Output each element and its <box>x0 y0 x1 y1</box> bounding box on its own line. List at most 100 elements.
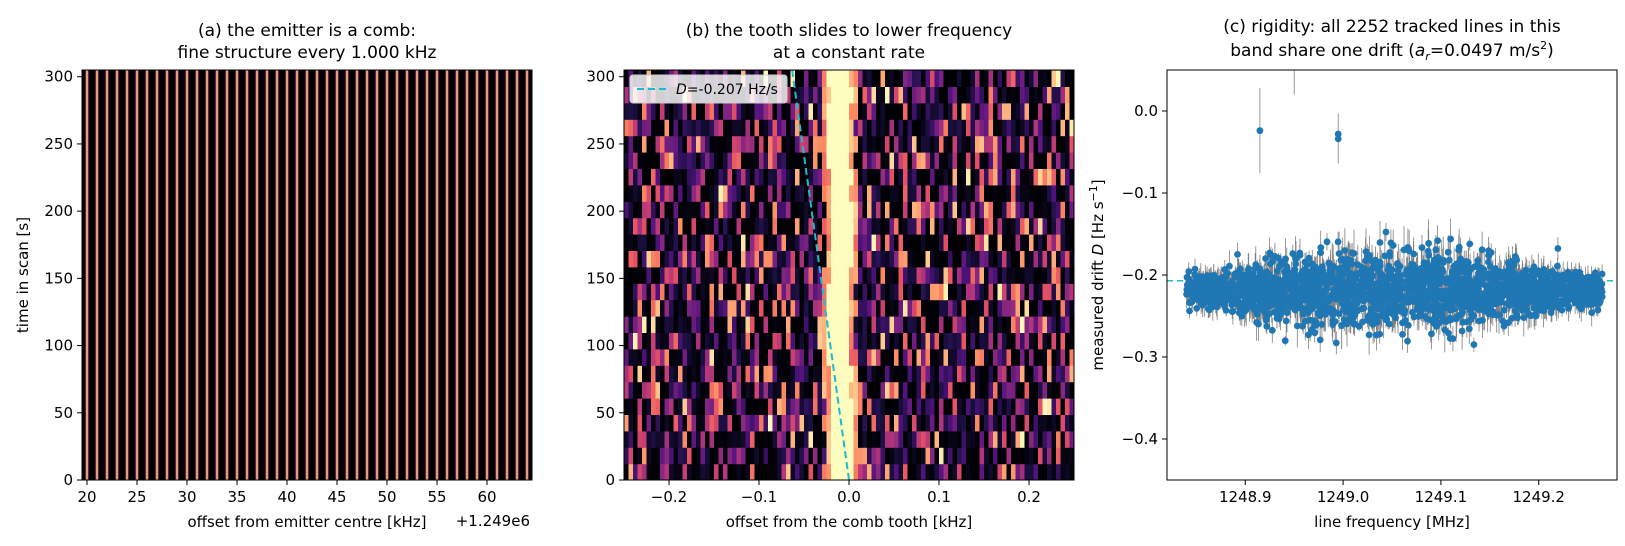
spectrogram-cell <box>1047 430 1053 448</box>
spectrogram-cell <box>894 316 900 333</box>
spectrogram-cell <box>673 234 679 251</box>
spectrogram-cell <box>835 299 841 317</box>
spectrogram-cell <box>682 430 688 448</box>
spectrogram-cell <box>651 447 657 465</box>
x-tick-label: −0.1 <box>741 488 777 506</box>
spectrogram-cell <box>1024 217 1030 235</box>
spectrogram-cell <box>741 201 747 219</box>
spectrogram-cell <box>790 250 796 268</box>
drift-point <box>1385 320 1393 328</box>
spectrogram-cell <box>835 168 841 186</box>
spectrogram-cell <box>912 414 918 432</box>
comb-tooth <box>316 70 318 480</box>
spectrogram-cell <box>727 348 733 366</box>
spectrogram-cell <box>736 102 742 120</box>
spectrogram-cell <box>777 398 783 415</box>
spectrogram-cell <box>651 102 657 120</box>
spectrogram-cell <box>1029 283 1035 301</box>
spectrogram-cell <box>817 332 823 350</box>
spectrogram-cell <box>709 463 715 480</box>
spectrogram-cell <box>772 250 778 268</box>
spectrogram-cell <box>777 316 783 333</box>
spectrogram-cell <box>669 201 675 219</box>
spectrogram-cell <box>1011 102 1017 120</box>
comb-tooth <box>206 70 208 480</box>
spectrogram-cell <box>961 398 967 415</box>
comb-tooth <box>156 70 158 480</box>
spectrogram-cell <box>835 70 841 87</box>
spectrogram-cell <box>655 430 661 448</box>
spectrogram-cell <box>799 398 805 415</box>
spectrogram-cell <box>943 86 949 104</box>
panel-b-legend-label: D=-0.207 Hz/s <box>676 82 778 98</box>
spectrogram-cell <box>921 283 927 301</box>
x-tick-label: −0.2 <box>651 488 687 506</box>
drift-point <box>1463 300 1470 308</box>
spectrogram-cell <box>1051 201 1057 219</box>
spectrogram-cell <box>727 234 733 251</box>
spectrogram-cell <box>894 102 900 120</box>
spectrogram-cell <box>817 430 823 448</box>
spectrogram-cell <box>1047 70 1053 87</box>
spectrogram-cell <box>894 119 900 137</box>
spectrogram-cell <box>894 299 900 317</box>
drift-point <box>1273 267 1281 275</box>
spectrogram-cell <box>714 414 720 432</box>
drift-point <box>1402 316 1409 324</box>
spectrogram-cell <box>853 86 859 104</box>
spectrogram-cell <box>934 365 940 383</box>
spectrogram-cell <box>840 430 846 448</box>
spectrogram-cell <box>930 119 936 137</box>
spectrogram-cell <box>1060 365 1066 383</box>
spectrogram-cell <box>867 381 873 399</box>
drift-point <box>1584 273 1592 281</box>
spectrogram-cell <box>808 70 814 87</box>
spectrogram-cell <box>642 365 648 383</box>
spectrogram-cell <box>732 70 738 71</box>
spectrogram-cell <box>988 152 994 169</box>
spectrogram-cell <box>669 398 675 415</box>
drift-point <box>1366 296 1374 304</box>
spectrogram-cell <box>1038 316 1044 333</box>
spectrogram-cell <box>682 266 688 284</box>
spectrogram-cell <box>835 135 841 153</box>
spectrogram-cell <box>934 332 940 350</box>
spectrogram-cell <box>939 152 945 169</box>
spectrogram-cell <box>1011 299 1017 317</box>
spectrogram-cell <box>876 332 882 350</box>
spectrogram-cell <box>718 168 724 186</box>
spectrogram-cell <box>822 414 828 432</box>
spectrogram-cell <box>700 463 706 480</box>
spectrogram-cell <box>651 168 657 186</box>
spectrogram-cell <box>952 266 958 284</box>
spectrogram-cell <box>790 398 796 415</box>
spectrogram-cell <box>966 447 972 465</box>
spectrogram-cell <box>849 119 855 137</box>
spectrogram-cell <box>1047 119 1053 137</box>
spectrogram-cell <box>732 250 738 268</box>
spectrogram-cell <box>687 234 693 251</box>
spectrogram-cell <box>655 365 661 383</box>
spectrogram-cell <box>781 381 787 399</box>
spectrogram-cell <box>687 70 693 71</box>
spectrogram-cell <box>1047 70 1053 71</box>
spectrogram-cell <box>808 348 814 366</box>
spectrogram-cell <box>714 332 720 350</box>
spectrogram-cell <box>813 168 819 186</box>
spectrogram-cell <box>858 266 864 284</box>
spectrogram-cell <box>1056 184 1062 202</box>
spectrogram-cell <box>813 283 819 301</box>
spectrogram-cell <box>700 414 706 432</box>
drift-point <box>1308 326 1315 334</box>
spectrogram-cell <box>813 250 819 268</box>
spectrogram-cell <box>979 234 985 251</box>
spectrogram-cell <box>723 447 729 465</box>
spectrogram-cell <box>930 70 936 71</box>
spectrogram-cell <box>1056 299 1062 317</box>
spectrogram-cell <box>642 152 648 169</box>
spectrogram-cell <box>1033 168 1039 186</box>
drift-point <box>1368 257 1376 265</box>
spectrogram-cell <box>970 266 976 284</box>
spectrogram-cell <box>678 119 684 137</box>
spectrogram-cell <box>624 152 630 169</box>
